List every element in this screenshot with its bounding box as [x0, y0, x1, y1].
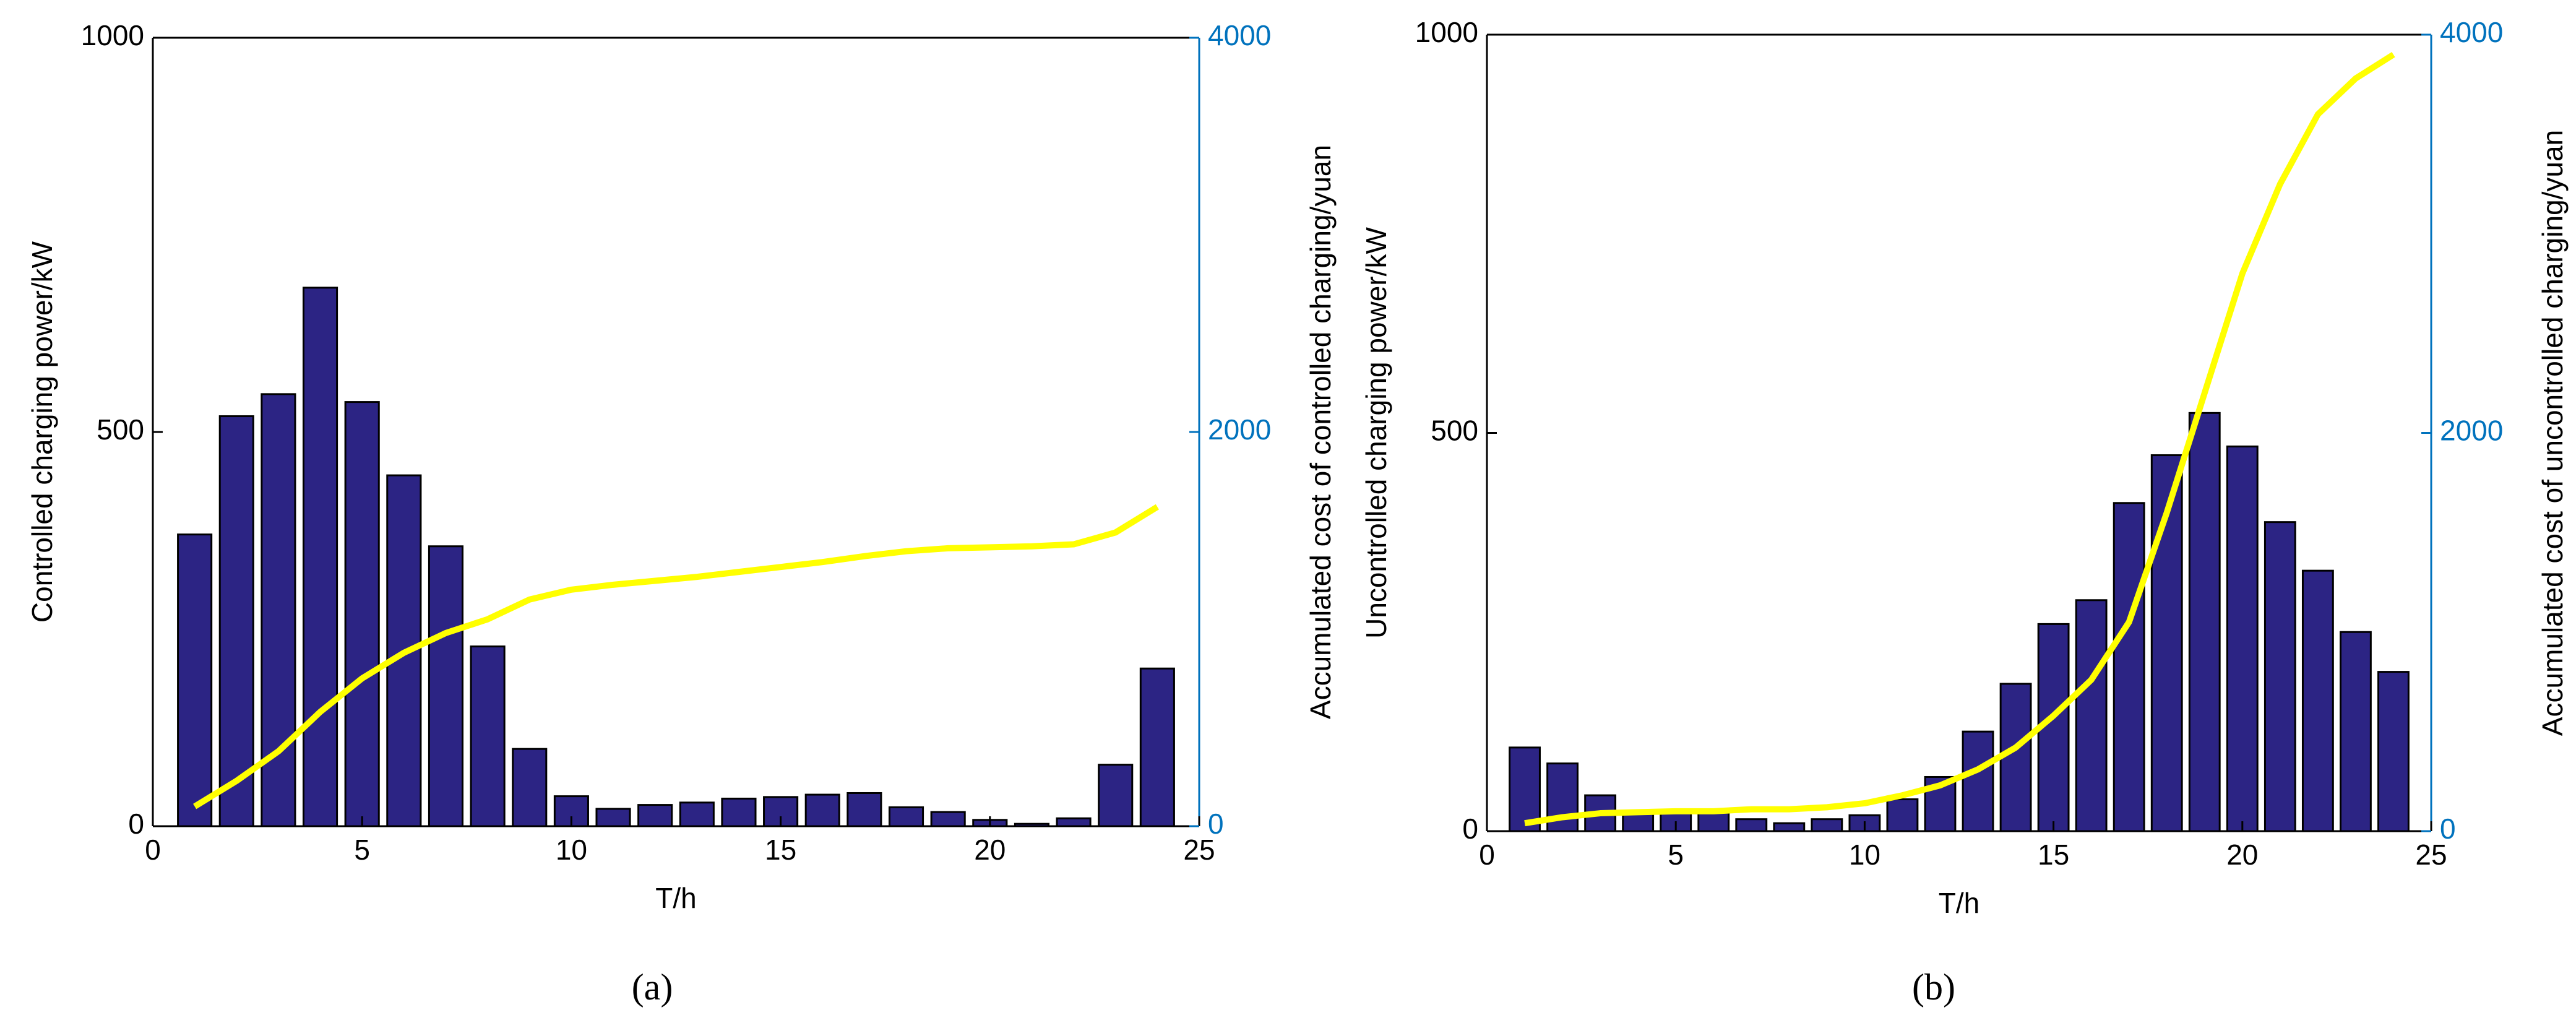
x-tick-label: 25: [1183, 834, 1215, 866]
y-tick-label: 1000: [1415, 16, 1478, 48]
bar: [1886, 798, 1919, 832]
bar: [2188, 412, 2221, 832]
bar: [2226, 445, 2259, 832]
bar: [2075, 599, 2108, 832]
x-tick-label: 20: [2226, 839, 2258, 871]
y-tick-label: 500: [97, 413, 144, 446]
bar: [2113, 502, 2145, 832]
bar: [1735, 818, 1768, 832]
y2-tick-label: 2000: [2440, 415, 2503, 447]
bar: [470, 645, 506, 827]
bar: [1098, 764, 1134, 827]
bar: [2340, 631, 2372, 832]
caption: (b): [1912, 967, 1955, 1008]
bar: [1811, 818, 1843, 832]
caption: (a): [632, 967, 673, 1008]
bar: [2264, 521, 2296, 832]
x-tick-label: 10: [1849, 839, 1880, 871]
y2-axis-label: Accumulated cost of uncontrolled chargin…: [2536, 130, 2569, 736]
bar: [679, 801, 715, 827]
bar: [595, 808, 631, 827]
y2-tick-label: 0: [1208, 808, 1224, 840]
line: [193, 504, 1159, 809]
bar: [930, 811, 966, 827]
bar: [218, 415, 254, 827]
bar: [721, 797, 757, 827]
y-axis-label: Uncontrolled charging power/kW: [1360, 227, 1392, 639]
x-tick-label: 20: [974, 834, 1006, 866]
y2-tick-label: 2000: [1208, 413, 1271, 446]
y2-tick-label: 4000: [2440, 16, 2503, 48]
bar: [1509, 746, 1541, 832]
bar: [512, 748, 548, 827]
y2-tick-label: 0: [2440, 813, 2456, 845]
bar: [344, 401, 380, 827]
bar: [428, 545, 464, 827]
bar: [888, 806, 924, 827]
x-tick-label: 15: [2038, 839, 2069, 871]
x-tick-label: 5: [354, 834, 370, 866]
bar: [1139, 667, 1175, 827]
y-tick-label: 1000: [81, 19, 144, 51]
bar: [1773, 822, 1806, 832]
y2-axis-label: Accumulated cost of controlled charging/…: [1304, 145, 1337, 719]
bar: [1962, 730, 1994, 832]
bar: [2377, 671, 2410, 832]
bar: [177, 533, 213, 827]
x-tick-label: 25: [2415, 839, 2447, 871]
bar: [637, 804, 673, 827]
x-tick-label: 0: [1479, 839, 1495, 871]
bar: [303, 287, 338, 827]
x-axis-label: T/h: [655, 882, 696, 914]
x-tick-label: 0: [145, 834, 161, 866]
y-axis-label: Controlled charging power/kW: [26, 241, 58, 623]
y2-tick-label: 4000: [1208, 19, 1271, 51]
bar: [846, 792, 882, 827]
x-axis-label: T/h: [1939, 887, 1979, 919]
x-tick-label: 10: [556, 834, 587, 866]
bar: [1056, 817, 1092, 827]
y-tick-label: 500: [1431, 415, 1478, 447]
bar: [1999, 683, 2032, 832]
x-tick-label: 5: [1668, 839, 1684, 871]
x-tick-label: 15: [765, 834, 796, 866]
bar: [804, 793, 840, 827]
y-tick-label: 0: [1462, 813, 1478, 845]
line: [1524, 51, 2395, 827]
bar: [2301, 569, 2334, 832]
y-tick-label: 0: [128, 808, 144, 840]
